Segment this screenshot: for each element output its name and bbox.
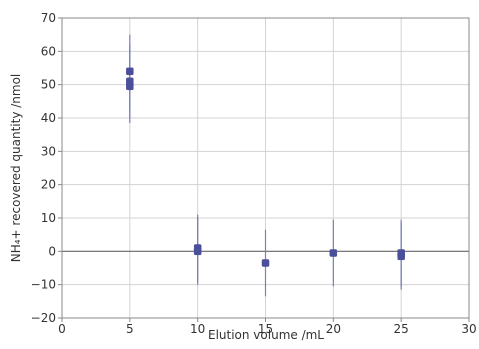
data-point	[397, 252, 405, 261]
y-tick-label: −10	[31, 278, 56, 292]
x-tick-label: 25	[394, 322, 409, 336]
y-tick-label: 30	[41, 144, 56, 158]
x-tick-label: 30	[461, 322, 476, 336]
x-axis-label: Elution volume /mL	[208, 328, 324, 342]
y-axis-ticks: −20 −10 0 10 20 30 40 50 60 70	[31, 11, 62, 325]
data-markers	[126, 67, 405, 267]
data-point	[329, 249, 338, 257]
y-tick-label: 70	[41, 11, 56, 25]
y-tick-label: 40	[41, 111, 56, 125]
data-point	[126, 67, 134, 76]
x-axis-ticks: 0 5 10 15 20 25 30	[58, 318, 477, 336]
x-tick-label: 0	[58, 322, 66, 336]
x-tick-label: 10	[190, 322, 205, 336]
y-axis-label: NH₄+ recovered quantity /nmol	[9, 74, 23, 263]
y-tick-label: 10	[41, 211, 56, 225]
data-point	[261, 259, 270, 267]
y-tick-label: 20	[41, 178, 56, 192]
x-tick-label: 15	[258, 322, 273, 336]
x-tick-label: 20	[326, 322, 341, 336]
y-tick-label: 60	[41, 44, 56, 58]
data-point	[126, 82, 134, 91]
y-tick-label: 0	[48, 244, 56, 258]
y-tick-label: −20	[31, 311, 56, 325]
y-tick-label: 50	[41, 78, 56, 92]
data-point	[193, 247, 202, 256]
x-tick-label: 5	[126, 322, 134, 336]
